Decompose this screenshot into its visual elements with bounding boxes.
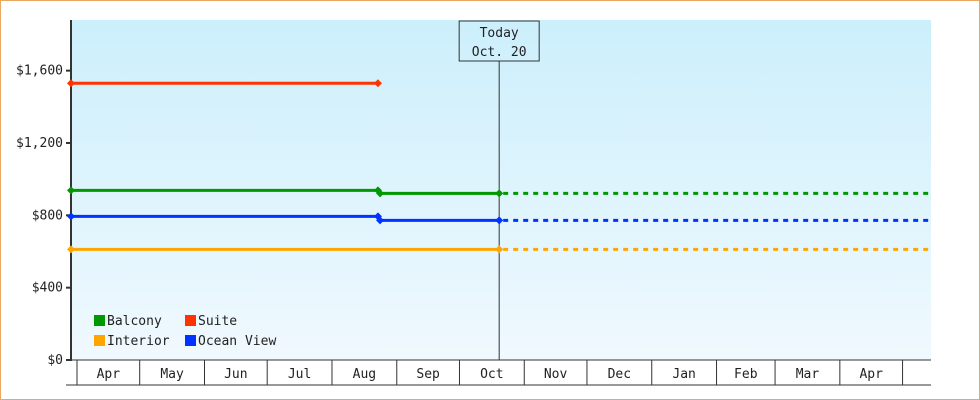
- x-tick-label: Apr: [859, 367, 883, 382]
- legend-swatch-interior: [94, 335, 105, 346]
- legend-label-suite: Suite: [198, 314, 237, 329]
- series-balcony-point: [67, 186, 75, 195]
- legend-swatch-ocean-view: [185, 335, 196, 346]
- series-ocean-view-point: [67, 212, 75, 221]
- x-tick-label: Dec: [608, 367, 631, 382]
- today-label: Today: [480, 26, 519, 41]
- x-tick-label: Jun: [224, 367, 247, 382]
- x-tick-label: Sep: [416, 367, 440, 382]
- today-date-label: Oct. 20: [472, 45, 527, 60]
- y-tick-label: $400: [32, 281, 63, 296]
- series-interior-point: [67, 245, 75, 254]
- series-interior-point: [495, 245, 504, 254]
- legend-swatch-balcony: [94, 315, 105, 326]
- x-tick-label: Mar: [796, 367, 820, 382]
- y-tick-label: $800: [32, 208, 63, 223]
- x-tick-label: Jul: [288, 367, 311, 382]
- x-tick-label: Nov: [544, 367, 568, 382]
- y-tick-label: $0: [47, 353, 63, 368]
- today-label-box: [458, 20, 540, 62]
- series-suite-point: [67, 79, 75, 88]
- x-tick-label: May: [160, 367, 184, 382]
- x-tick-label: Aug: [353, 367, 376, 382]
- x-tick-label: Feb: [734, 367, 758, 382]
- series-ocean-view-point: [495, 216, 504, 225]
- x-tick-label: Apr: [97, 367, 121, 382]
- x-tick-label: Oct: [480, 367, 503, 382]
- series-ocean-view-point: [376, 216, 385, 225]
- legend-label-balcony: Balcony: [107, 314, 162, 329]
- series-balcony-point: [376, 189, 385, 198]
- legend-label-interior: Interior: [107, 334, 170, 349]
- y-tick-label: $1,600: [16, 64, 63, 79]
- series-balcony-point: [495, 189, 504, 198]
- series-suite-point: [373, 79, 382, 88]
- x-tick-label: Jan: [672, 367, 695, 382]
- legend-swatch-suite: [185, 315, 196, 326]
- y-tick-label: $1,200: [16, 136, 63, 151]
- legend-label-ocean-view: Ocean View: [198, 334, 276, 349]
